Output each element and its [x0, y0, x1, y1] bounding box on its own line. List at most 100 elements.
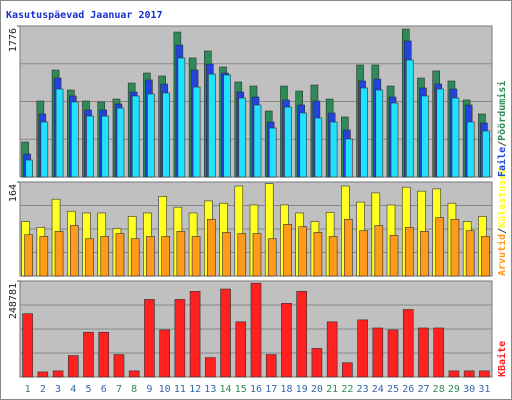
bar: [39, 236, 49, 277]
bar: [162, 92, 170, 178]
bar: [466, 121, 475, 178]
bar: [372, 327, 384, 378]
bar: [328, 236, 338, 277]
bar: [100, 236, 110, 277]
x-tick-label: 1: [25, 384, 31, 395]
bar: [220, 288, 231, 378]
bar: [360, 87, 368, 178]
x-tick-label: 8: [131, 384, 137, 395]
bar: [177, 57, 186, 178]
bar: [37, 371, 49, 378]
x-tick-label: 26: [402, 384, 414, 395]
x-tick-label: 23: [357, 384, 369, 395]
bar: [374, 225, 384, 277]
bar: [463, 370, 475, 378]
legend-separator: /: [497, 228, 508, 234]
y-tick-label: 248781: [8, 283, 19, 319]
bar: [311, 348, 323, 378]
legend-entry: Faile: [496, 147, 508, 177]
x-tick-label: 22: [341, 384, 353, 395]
bar: [250, 282, 262, 378]
bar: [67, 355, 79, 378]
bar: [265, 354, 277, 378]
bar: [54, 230, 64, 277]
x-tick-label: 4: [70, 384, 76, 395]
bar: [192, 86, 201, 178]
bar: [24, 234, 33, 277]
bar: [176, 230, 186, 277]
bar: [389, 235, 399, 277]
legend-entry: Arvutid: [496, 234, 508, 276]
bar: [115, 233, 125, 277]
bar: [238, 97, 247, 178]
x-tick-label: 28: [433, 384, 445, 395]
bar: [482, 130, 490, 178]
bar: [481, 236, 490, 277]
bar: [357, 319, 368, 378]
bar: [252, 233, 262, 277]
bar: [326, 321, 338, 378]
bar: [375, 89, 384, 178]
bar: [86, 115, 94, 178]
x-tick-label: 19: [296, 384, 308, 395]
x-tick-label: 9: [146, 384, 152, 395]
bar: [208, 73, 216, 178]
x-tick-label: 14: [220, 384, 232, 395]
legend: Arvutid/Külastused: [496, 168, 508, 276]
bar: [222, 232, 231, 277]
x-tick-label: 3: [55, 384, 61, 395]
bar: [189, 291, 201, 378]
bar: [436, 88, 445, 178]
bar: [298, 226, 307, 277]
x-tick-label: 6: [101, 384, 107, 395]
x-tick-label: 20: [311, 384, 323, 395]
bar: [451, 97, 460, 178]
x-tick-label: 5: [86, 384, 92, 395]
y-tick-label: 164: [8, 184, 19, 202]
bar: [405, 59, 414, 178]
bar: [418, 327, 429, 378]
bar: [479, 370, 490, 378]
bar: [83, 331, 94, 378]
y-tick-label: 1776: [8, 28, 19, 52]
x-tick-label: 30: [463, 384, 475, 395]
bar: [98, 331, 110, 378]
legend: KBaite: [496, 341, 508, 377]
x-tick-label: 12: [189, 384, 201, 395]
bar: [237, 233, 247, 277]
x-tick-label: 10: [159, 384, 171, 395]
bar: [55, 88, 64, 178]
bar: [299, 112, 307, 178]
bar: [313, 232, 323, 277]
bar: [283, 224, 292, 277]
x-tick-label: 25: [387, 384, 399, 395]
bar: [268, 127, 277, 178]
legend: Faile/Pöördumisi: [496, 81, 508, 177]
bar: [144, 299, 155, 378]
bar: [191, 236, 201, 277]
x-tick-label: 7: [116, 384, 122, 395]
bar: [116, 107, 125, 178]
legend-separator: /: [497, 141, 508, 147]
bar: [448, 370, 460, 378]
legend-entry: KBaite: [496, 341, 508, 377]
bar: [52, 370, 64, 378]
bar: [253, 104, 262, 178]
bar: [146, 236, 155, 277]
bar: [159, 329, 170, 378]
x-tick-label: 13: [204, 384, 216, 395]
legend-entry: Pöördumisi: [496, 81, 508, 141]
x-tick-label: 17: [265, 384, 277, 395]
bar: [131, 95, 140, 178]
x-tick-label: 21: [326, 384, 338, 395]
bar: [85, 238, 94, 277]
bar: [174, 299, 186, 378]
bar: [344, 218, 353, 277]
bar: [25, 159, 33, 178]
bar: [435, 217, 445, 277]
bar: [296, 291, 307, 378]
bar: [147, 93, 155, 178]
bar: [128, 370, 140, 378]
bar: [161, 236, 170, 277]
